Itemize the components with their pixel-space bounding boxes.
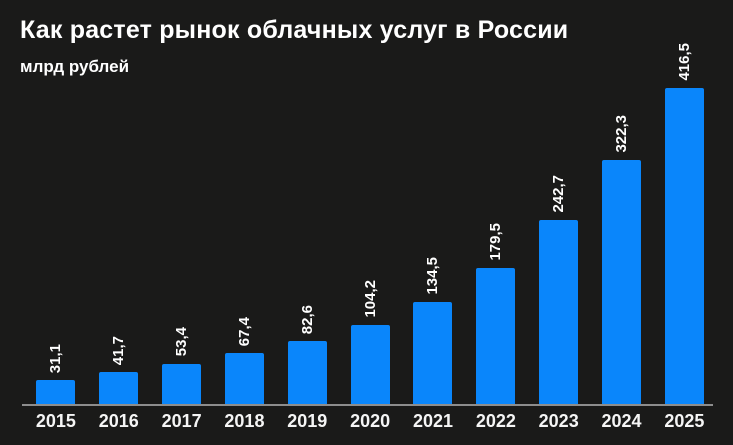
bar	[476, 267, 516, 404]
bar-group: 242,7	[527, 175, 590, 404]
x-axis-tick-label: 2017	[161, 411, 202, 431]
bar-group: 67,4	[213, 317, 276, 404]
bar-value-label: 104,2	[361, 280, 379, 318]
x-axis-tick-label: 2022	[475, 411, 516, 431]
bar	[224, 352, 264, 404]
bar	[413, 302, 453, 404]
chart-title: Как растет рынок облачных услуг в России	[20, 16, 569, 44]
bar	[350, 324, 390, 404]
bar	[539, 219, 579, 404]
bar-value-label: 82,6	[298, 305, 316, 335]
x-axis-tick-label: 2018	[224, 411, 265, 431]
bar-group: 416,5	[653, 43, 716, 404]
bar-value-label: 179,5	[487, 223, 505, 261]
x-axis-tick-label: 2024	[601, 411, 642, 431]
bar-value-label: 416,5	[675, 43, 693, 81]
x-axis-tick-label: 2021	[412, 411, 453, 431]
bar	[602, 159, 642, 404]
bar-value-label: 31,1	[47, 344, 65, 374]
bar	[664, 88, 704, 404]
bar	[162, 363, 202, 404]
bar-value-label: 41,7	[110, 336, 128, 366]
bar-value-label: 53,4	[173, 327, 191, 357]
bar	[36, 380, 76, 404]
bar	[287, 341, 327, 404]
bar-value-label: 322,3	[613, 114, 631, 153]
bar-group: 104,2	[339, 280, 402, 404]
bar-group: 322,3	[590, 115, 653, 404]
bar	[99, 372, 139, 404]
x-axis-line	[22, 404, 713, 406]
chart-units-label: млрд рублей	[20, 57, 130, 76]
bar-value-label: 67,4	[235, 316, 253, 346]
bar-group: 53,4	[150, 327, 213, 404]
x-axis-tick-label: 2020	[350, 411, 391, 431]
x-axis-tick-label: 2016	[98, 411, 139, 431]
x-axis-tick-label: 2015	[35, 411, 76, 431]
bar-group: 179,5	[464, 223, 527, 404]
bar-group: 82,6	[276, 305, 339, 404]
bar-group: 134,5	[402, 257, 465, 404]
bar-value-label: 242,7	[550, 175, 568, 213]
x-axis-tick-label: 2025	[664, 411, 705, 431]
bar-group: 41,7	[87, 336, 150, 404]
bar-value-label: 134,5	[424, 257, 442, 295]
bar-group: 31,1	[24, 344, 87, 404]
x-axis-tick-label: 2023	[538, 411, 579, 431]
x-axis-tick-label: 2019	[287, 411, 328, 431]
